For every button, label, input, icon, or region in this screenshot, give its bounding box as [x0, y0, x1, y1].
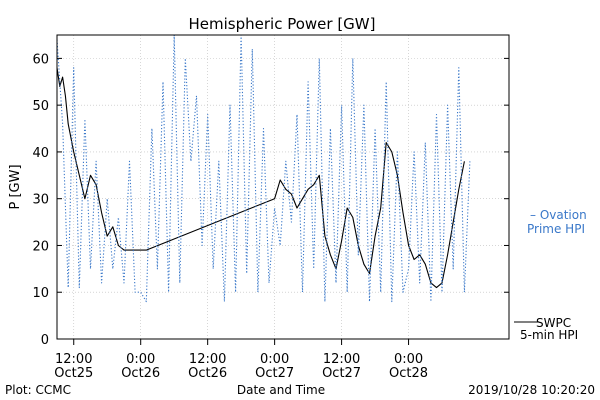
- timestamp: 2019/10/28 10:20:20: [468, 383, 595, 397]
- y-tick-label: 40: [32, 146, 49, 161]
- swpc-5-min-hpi-line: [56, 67, 465, 289]
- x-tick-date-label: Oct26: [121, 366, 160, 381]
- y-tick-label: 20: [32, 239, 49, 254]
- x-tick-date-label: Oct27: [322, 366, 361, 381]
- y-tick-label: 0: [41, 333, 49, 348]
- legend-swpc-line2: 5-min HPI: [520, 328, 578, 342]
- x-tick-date-label: Oct27: [255, 366, 294, 381]
- plot-frame: [56, 34, 510, 340]
- x-tick-date-label: Oct28: [389, 366, 428, 381]
- chart-title: Hemispheric Power [GW]: [189, 15, 376, 33]
- x-tick-time-label: 0:00: [126, 352, 155, 367]
- x-tick-time-label: 12:00: [55, 352, 92, 367]
- series-layer: [56, 34, 471, 303]
- x-tick-time-label: 0:00: [260, 352, 289, 367]
- x-tick-date-label: Oct26: [188, 366, 227, 381]
- x-axis: 12:00Oct250:00Oct2612:00Oct260:00Oct2712…: [54, 339, 428, 381]
- x-axis-label: Date and Time: [237, 383, 325, 397]
- y-tick-label: 60: [32, 52, 49, 67]
- ovation-prime-hpi-line: [56, 34, 471, 303]
- y-tick-label: 50: [32, 99, 49, 114]
- y-axis-label: P [GW]: [8, 164, 23, 209]
- y-tick-label: 30: [32, 193, 49, 208]
- plot-credit: Plot: CCMC: [5, 383, 71, 397]
- y-axis: 0 10 20 30 40 50 60: [32, 52, 509, 348]
- grid-lines: [57, 35, 509, 340]
- legend-ovation-line2: Prime HPI: [527, 222, 585, 236]
- x-tick-time-label: 0:00: [394, 352, 423, 367]
- legend-ovation-line1: – Ovation: [530, 208, 587, 222]
- x-tick-date-label: Oct25: [54, 366, 93, 381]
- y-tick-label: 10: [32, 286, 49, 301]
- legend-swpc-line1: SWPC: [536, 316, 571, 330]
- x-tick-time-label: 12:00: [189, 352, 226, 367]
- x-tick-time-label: 12:00: [323, 352, 360, 367]
